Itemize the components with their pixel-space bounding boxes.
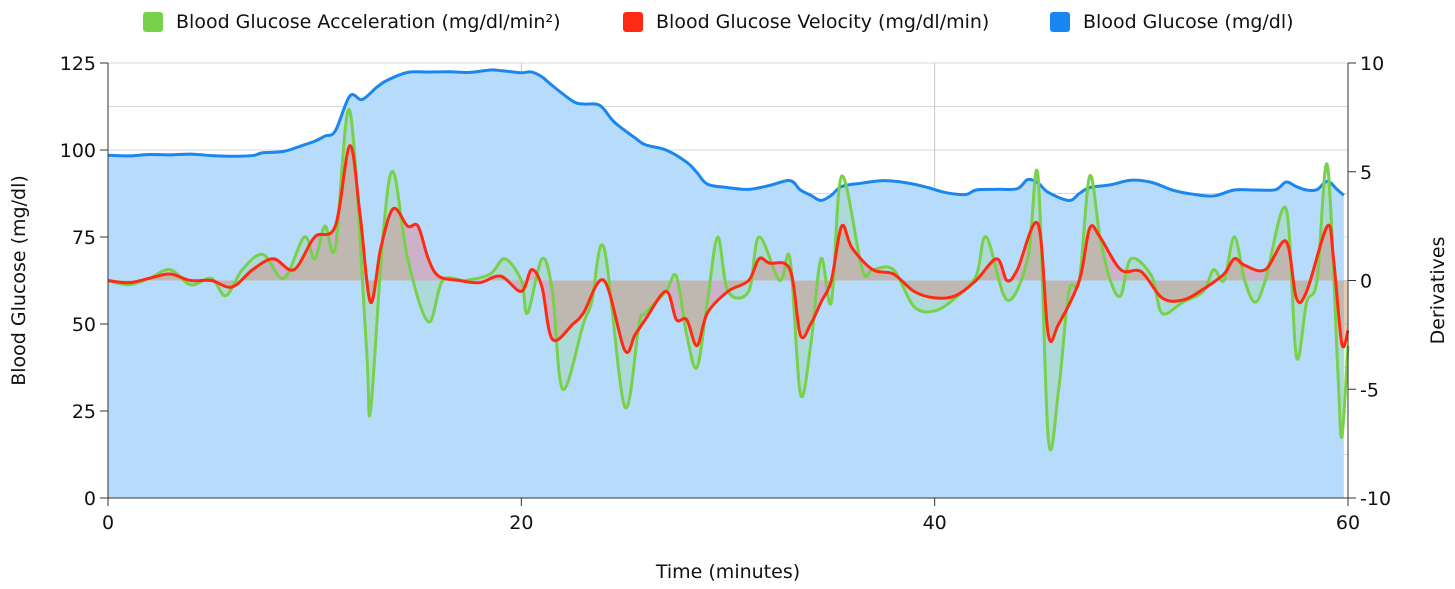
x-tick-label: 0 [102,512,114,534]
y-tick-label: 125 [60,53,96,75]
y2-tick-label: 10 [1360,53,1384,75]
blood-glucose-line [107,68,1345,202]
y2-tick-label: 5 [1360,162,1372,184]
legend-swatch [1050,12,1070,32]
y-tick-label: 25 [72,401,96,423]
y-tick-label: 100 [60,140,96,162]
legend-item-3: Blood Glucose (mg/dl) [1050,11,1294,33]
legend-item-1: Blood Glucose Acceleration (mg/dl/min²) [143,11,561,33]
acceleration-line [107,108,1350,452]
legend-label: Blood Glucose Velocity (mg/dl/min) [656,11,989,33]
legend-item-2: Blood Glucose Velocity (mg/dl/min) [623,11,989,33]
x-tick-label: 20 [509,512,533,534]
legend-label: Blood Glucose Acceleration (mg/dl/min²) [176,11,561,33]
y2-axis-title: Derivatives [1427,237,1449,345]
y2-tick-label: 0 [1360,271,1372,293]
x-tick-label: 60 [1336,512,1360,534]
y-tick-label: 75 [72,227,96,249]
velocity-line [107,144,1350,354]
y-axis-title: Blood Glucose (mg/dl) [8,175,30,386]
y-tick-label: 0 [84,488,96,510]
y-tick-label: 50 [72,314,96,336]
y2-tick-label: -5 [1360,379,1379,401]
legend-swatch [143,12,163,32]
velocity-area [108,145,1348,353]
x-axis-title: Time (minutes) [655,561,800,583]
x-tick-label: 40 [923,512,947,534]
legend: Blood Glucose Acceleration (mg/dl/min²) B… [143,11,1294,33]
y2-tick-label: -10 [1360,488,1391,510]
legend-swatch [623,12,643,32]
legend-label: Blood Glucose (mg/dl) [1083,11,1294,33]
line-layer [107,68,1350,452]
